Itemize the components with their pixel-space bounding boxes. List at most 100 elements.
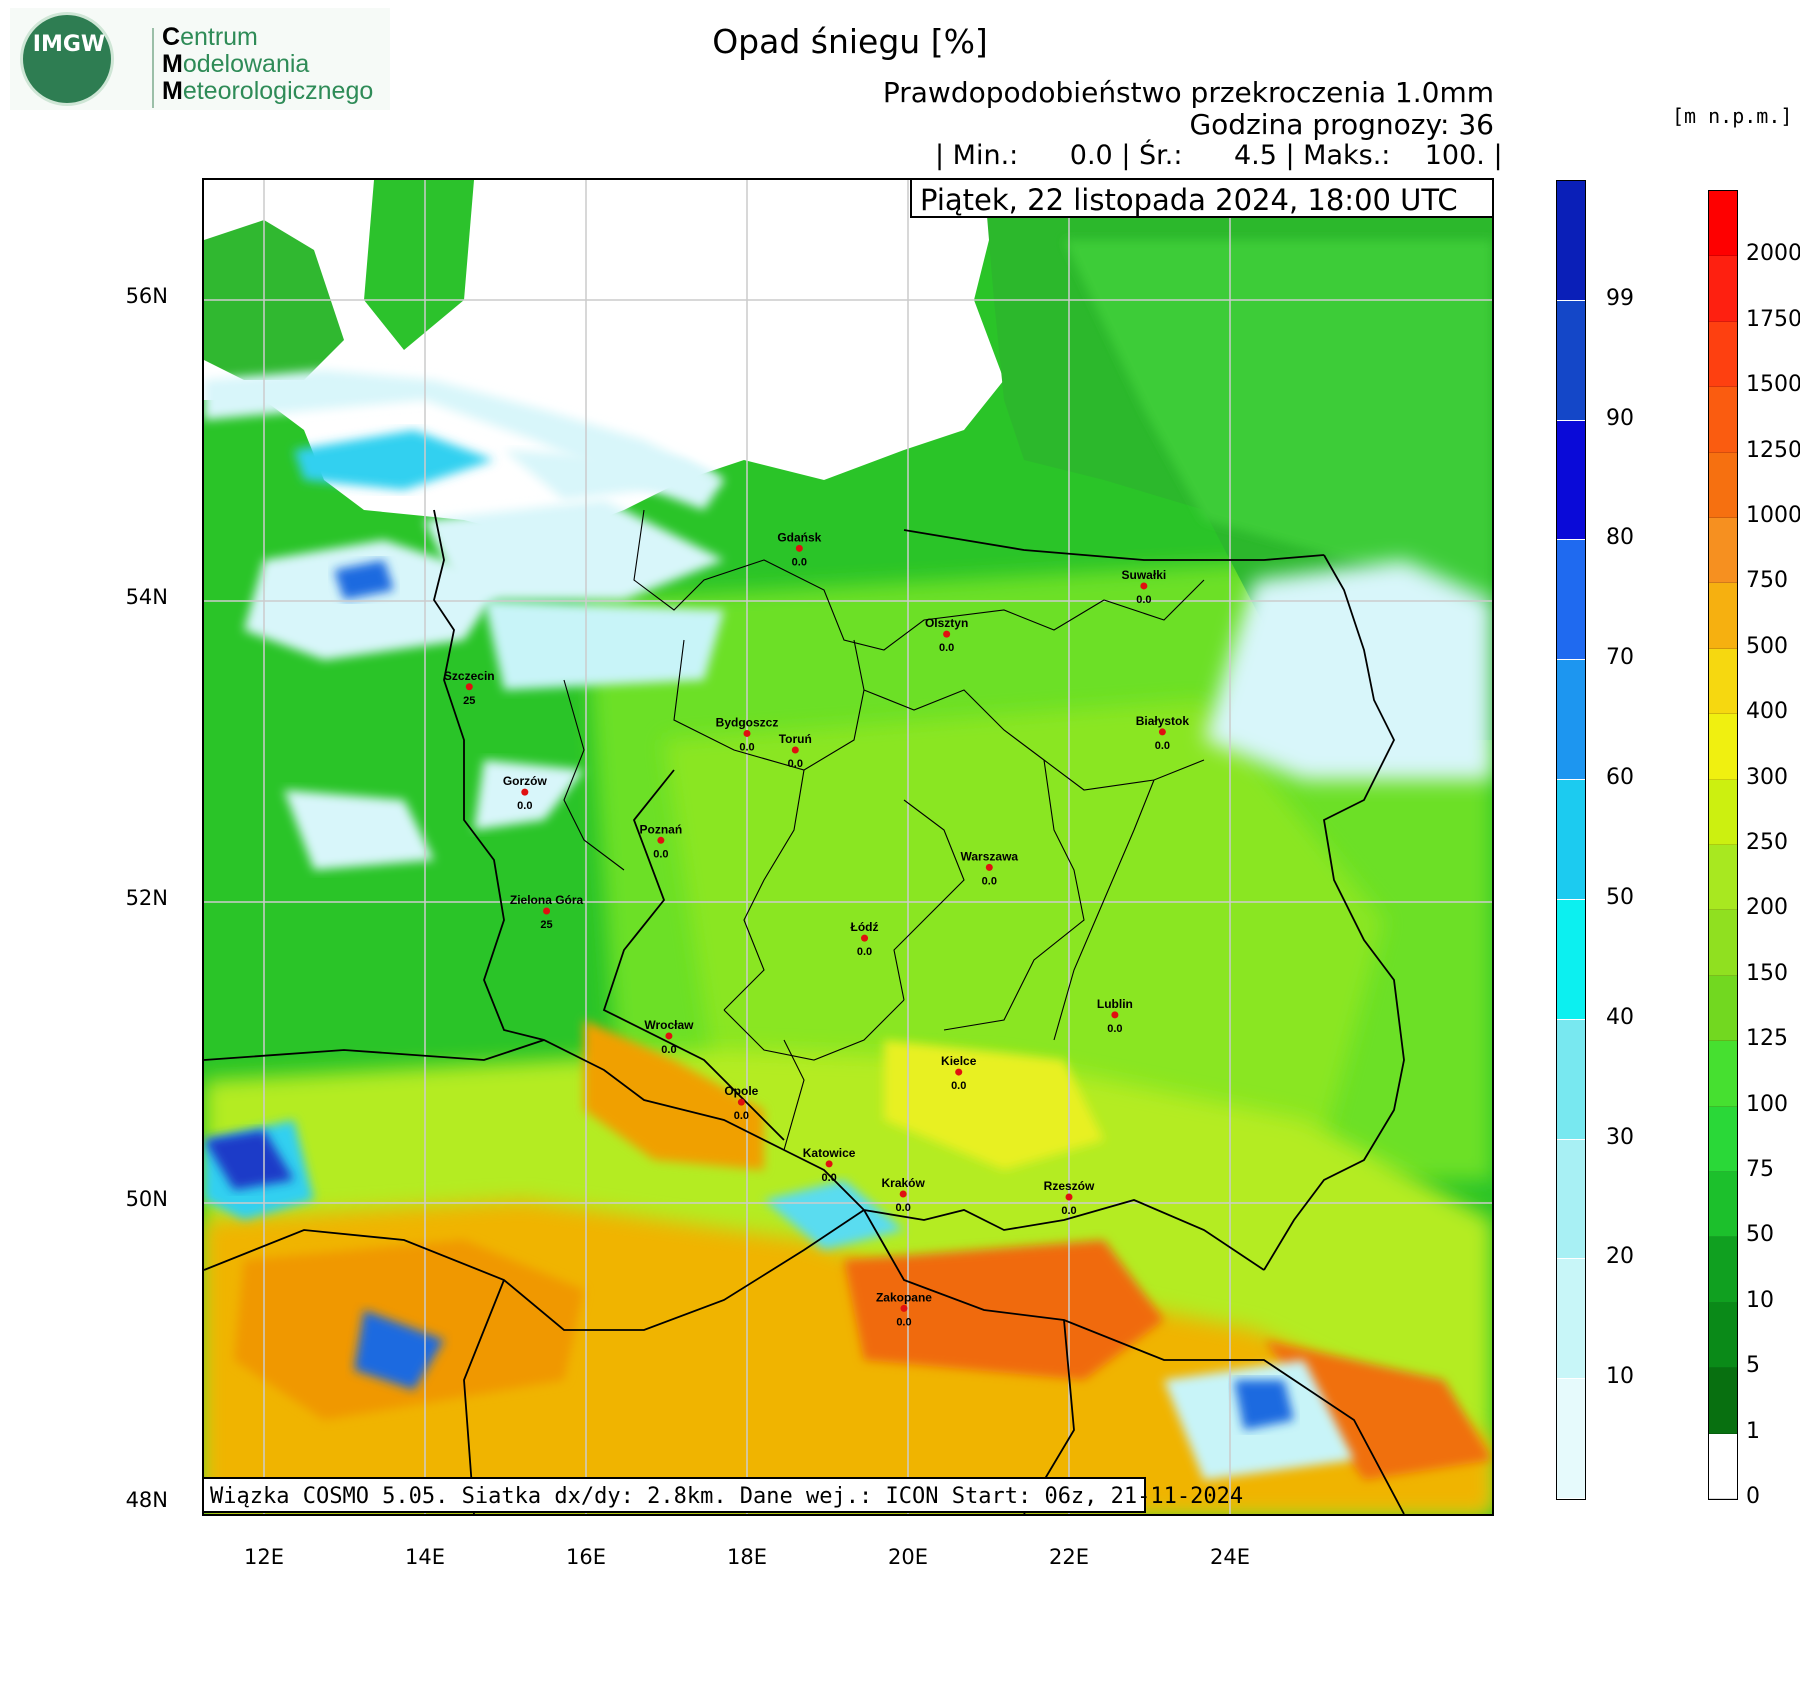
snow-high-east: [1234, 1380, 1294, 1430]
city-value-label: 0.0: [739, 741, 754, 753]
city-marker: [743, 729, 751, 737]
height-colorbar-label: 150: [1746, 960, 1788, 986]
city-name-label: Kraków: [881, 1176, 925, 1190]
snow-colorbar-segment: [1557, 181, 1585, 301]
city-marker: [955, 1068, 963, 1076]
map-title: Opad śniegu [%]: [712, 22, 988, 61]
city-marker: [521, 788, 529, 796]
height-colorbar-label: 400: [1746, 699, 1788, 725]
snow-colorbar-label: 10: [1606, 1364, 1634, 1390]
snow-mecklenburg: [244, 540, 504, 660]
height-colorbar-label: 50: [1746, 1222, 1774, 1248]
city-name-label: Bydgoszcz: [716, 715, 779, 729]
lon-tick-22e: 22E: [1049, 1545, 1089, 1569]
city-value-label: 0.0: [653, 848, 668, 860]
valid-date-box: Piątek, 22 listopada 2024, 18:00 UTC: [910, 178, 1494, 218]
city-value-label: 0.0: [857, 946, 872, 958]
city-marker: [1065, 1193, 1073, 1201]
city-value-label: 0.0: [982, 875, 997, 887]
height-colorbar-label: 750: [1746, 568, 1788, 594]
lat-tick-52n: 52N: [125, 886, 168, 910]
snow-colorbar-label: 60: [1606, 765, 1634, 791]
lon-tick-12e: 12E: [244, 1545, 284, 1569]
snow-colorbar-segment: [1557, 300, 1585, 421]
height-colorbar-label: 200: [1746, 895, 1788, 921]
snow-brandenburg: [284, 790, 434, 870]
sea-north: [604, 180, 984, 220]
snow-colorbar-segment: [1557, 1379, 1585, 1499]
model-info-footer: Wiązka COSMO 5.05. Siatka dx/dy: 2.8km. …: [202, 1477, 1243, 1513]
city-marker: [861, 934, 869, 942]
snow-colorbar-label: 30: [1606, 1124, 1634, 1150]
height-colorbar-label: 5: [1746, 1353, 1760, 1379]
snow-colorbar-labels: 99 90 80 70 60 50 40 30 20 10: [1606, 0, 1666, 1700]
snow-colorbar-segment: [1557, 420, 1585, 541]
height-colorbar-label: 0: [1746, 1484, 1760, 1509]
city-name-label: Gorzów: [503, 774, 548, 788]
snow-colorbar-label: 70: [1606, 645, 1634, 671]
height-colorbar-segment: [1709, 1106, 1737, 1172]
snow-coastal-band: [204, 370, 724, 510]
height-colorbar-segment: [1709, 321, 1737, 388]
height-colorbar-label: 1500: [1746, 372, 1800, 398]
snow-colorbar-segment: [1557, 540, 1585, 661]
city-marker: [1111, 1011, 1119, 1019]
voivodeship-borders: [563, 509, 1205, 1151]
lon-tick-18e: 18E: [727, 1545, 767, 1569]
forecast-map: Gdańsk 0.0 Suwałki 0.0 Olsztyn 0.0 Szczecin 25 B…: [202, 178, 1494, 1516]
graticule: [204, 180, 1492, 1514]
snow-probability-colorbar: [1556, 180, 1586, 1500]
country-borders: [204, 509, 1405, 1514]
height-colorbar-segment: [1709, 975, 1737, 1042]
city-name-label: Kielce: [941, 1054, 977, 1068]
city-name-label: Zakopane: [876, 1290, 932, 1304]
snow-colorbar-segment: [1557, 1139, 1585, 1260]
lon-tick-16e: 16E: [566, 1545, 606, 1569]
snow-mid-north: [294, 430, 494, 490]
snow-colorbar-label: 50: [1606, 884, 1634, 910]
height-colorbar-segment: [1709, 518, 1737, 584]
lon-tick-20e: 20E: [888, 1545, 928, 1569]
height-colorbar-label: 10: [1746, 1287, 1774, 1313]
city-value-label: 0.0: [1136, 594, 1151, 606]
height-colorbar-segment: [1709, 648, 1737, 715]
lat-tick-50n: 50N: [125, 1187, 168, 1211]
kielce-upland: [884, 1040, 1104, 1170]
city-value-label: 0.0: [896, 1316, 911, 1328]
city-layer: Gdańsk 0.0 Suwałki 0.0 Olsztyn 0.0 Szczecin 25 B…: [444, 530, 1189, 1328]
height-colorbar-segment: [1709, 256, 1737, 322]
city-value-label: 25: [463, 695, 475, 707]
lat-tick-56n: 56N: [125, 284, 168, 308]
map-subtitle: Prawdopodobieństwo przekroczenia 1.0mm: [882, 76, 1494, 109]
city-marker: [985, 863, 993, 871]
height-colorbar-segment: [1709, 1433, 1737, 1499]
terrain-height-colorbar: [1708, 190, 1738, 1500]
snow-colorbar-segment: [1557, 1259, 1585, 1380]
tatra-mountains: [844, 1240, 1164, 1380]
snow-szczecin: [484, 600, 724, 690]
city-marker: [900, 1304, 908, 1312]
height-colorbar-label: 1750: [1746, 306, 1800, 332]
height-colorbar-label: 250: [1746, 830, 1788, 855]
city-name-label: Poznań: [640, 822, 683, 836]
snow-colorbar-segment: [1557, 899, 1585, 1020]
height-colorbar-segment: [1709, 779, 1737, 845]
snow-baltic-coast: [504, 450, 724, 500]
city-value-label: 0.0: [951, 1080, 966, 1092]
height-colorbar-label: 300: [1746, 764, 1788, 790]
city-name-label: Suwałki: [1122, 568, 1167, 582]
imgw-logo-letters: IMGW: [32, 32, 106, 57]
snow-colorbar-segment: [1557, 660, 1585, 781]
city-name-label: Zielona Góra: [510, 893, 584, 907]
height-unit-label: [m n.p.m.]: [1672, 104, 1793, 128]
city-name-label: Warszawa: [961, 849, 1019, 863]
forecast-hour: Godzina prognozy: 36: [1189, 108, 1494, 141]
height-colorbar-segment: [1709, 1172, 1737, 1238]
height-colorbar-segment: [1709, 583, 1737, 649]
city-marker: [943, 630, 951, 638]
city-marker: [825, 1160, 833, 1168]
org-name-line-2: Modelowania: [162, 50, 310, 78]
height-colorbar-segment: [1709, 714, 1737, 780]
city-value-label: 0.0: [821, 1172, 836, 1184]
city-value-label: 0.0: [1107, 1023, 1122, 1035]
